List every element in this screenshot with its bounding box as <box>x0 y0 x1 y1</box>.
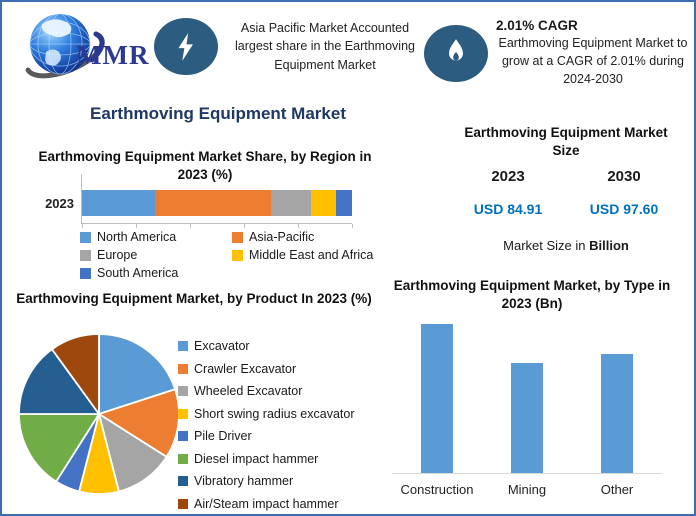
pie-slice <box>98 413 168 493</box>
page-title: Earthmoving Equipment Market <box>90 104 346 123</box>
caption-unit: Billion <box>589 238 629 253</box>
legend-swatch <box>178 453 188 464</box>
market-size-years: 2023 2030 <box>450 168 682 185</box>
header-fact-cagr: 2.01% CAGR Earthmoving Equipment Market … <box>424 18 690 88</box>
legend-label: Wheeled Excavator <box>194 384 303 399</box>
cagr-heading: 2.01% CAGR <box>496 18 578 33</box>
legend-label: Crawler Excavator <box>194 361 297 376</box>
flame-icon <box>424 24 488 82</box>
type-bar-labels: Construction Mining Other <box>392 482 662 497</box>
pie-slice <box>18 348 100 415</box>
year-2030: 2030 <box>607 168 641 185</box>
value-2030: USD 97.60 <box>589 201 659 217</box>
legend-item: Pile Driver <box>178 425 388 448</box>
region-chart-title: Earthmoving Equipment Market Share, by R… <box>38 149 372 182</box>
bar <box>511 363 543 473</box>
legend-item: Short swing radius excavator <box>178 403 388 426</box>
bar-category-label: Construction <box>400 482 474 497</box>
product-legend: Excavator Crawler Excavator Wheeled Excava… <box>178 335 388 515</box>
pie-slice <box>51 333 100 415</box>
region-axis-ticks <box>82 223 353 228</box>
market-size-values: USD 84.91 USD 97.60 <box>450 201 682 217</box>
legend-label: South America <box>97 266 179 280</box>
legend-item: Europe <box>80 248 232 262</box>
legend-item: South America <box>80 266 232 280</box>
legend-swatch <box>178 431 188 442</box>
legend-label: Diesel impact hammer <box>194 451 319 466</box>
legend-label: Middle East and Africa <box>249 248 374 262</box>
pie-slice <box>98 333 176 415</box>
legend-swatch <box>178 386 188 397</box>
product-chart-title: Earthmoving Equipment Market, by Product… <box>16 291 372 306</box>
market-size-caption: Market Size in Billion <box>450 238 682 253</box>
legend-swatch <box>80 267 91 279</box>
lightning-icon <box>154 18 218 75</box>
legend-item: Air/Steam impact hammer <box>178 493 388 515</box>
region-stacked-bar <box>82 190 352 216</box>
bar-slot <box>392 317 481 473</box>
legend-item: Excavator <box>178 335 388 358</box>
legend-swatch <box>178 363 188 374</box>
legend-swatch <box>80 231 91 243</box>
legend-label: North America <box>97 230 177 244</box>
legend-swatch <box>178 341 188 352</box>
bar-category-label: Other <box>600 482 634 497</box>
legend-item: Vibratory hammer <box>178 470 388 493</box>
legend-swatch <box>178 408 188 419</box>
mmr-logo: MMR <box>14 8 150 92</box>
legend-item: Crawler Excavator <box>178 358 388 381</box>
region-category-label: 2023 <box>45 196 74 211</box>
caption-prefix: Market Size in <box>503 238 586 253</box>
pie-slice <box>98 388 180 458</box>
stacked-bar-segment <box>154 190 271 216</box>
globe-icon <box>25 13 105 79</box>
legend-item: Wheeled Excavator <box>178 380 388 403</box>
stacked-bar-segment <box>311 190 336 216</box>
product-pie <box>18 333 180 495</box>
legend-swatch <box>232 231 243 243</box>
bar <box>601 353 633 473</box>
bar-slot <box>572 317 661 473</box>
legend-item: North America <box>80 230 232 244</box>
type-chart-title: Earthmoving Equipment Market, by Type in… <box>393 278 671 311</box>
market-size-title: Earthmoving Equipment Market Size <box>464 125 668 159</box>
value-2023: USD 84.91 <box>473 201 543 217</box>
pie-slice <box>18 413 100 483</box>
legend-label: Short swing radius excavator <box>194 406 355 421</box>
legend-label: Asia-Pacific <box>249 230 315 244</box>
header-fact-asia-pacific: Asia Pacific Market Accounted largest sh… <box>154 18 422 75</box>
legend-item: Middle East and Africa <box>232 248 386 262</box>
legend-label: Excavator <box>194 339 250 354</box>
type-bar-plot <box>392 317 662 474</box>
legend-item: Asia-Pacific <box>232 230 386 244</box>
bar-category-label: Mining <box>507 482 547 497</box>
legend-label: Vibratory hammer <box>194 474 294 489</box>
legend-label: Pile Driver <box>194 429 252 444</box>
stacked-bar-segment <box>82 190 155 216</box>
stacked-bar-segment <box>270 190 312 216</box>
bar <box>421 323 453 473</box>
legend-label: Air/Steam impact hammer <box>194 496 339 511</box>
legend-label: Europe <box>97 248 138 262</box>
legend-swatch <box>232 249 243 261</box>
year-2023: 2023 <box>491 168 525 185</box>
cagr-text: Earthmoving Equipment Market to grow at … <box>498 36 688 87</box>
fact-text: Asia Pacific Market Accounted largest sh… <box>235 21 415 72</box>
legend-swatch <box>80 249 91 261</box>
region-chart-plot <box>81 174 353 228</box>
stacked-bar-segment <box>335 190 352 216</box>
legend-swatch <box>178 498 188 509</box>
legend-item: Diesel impact hammer <box>178 448 388 471</box>
legend-swatch <box>178 476 188 487</box>
logo-wordmark: MMR <box>76 40 150 70</box>
region-legend: North America Asia-Pacific Europe Middle Ea… <box>80 230 386 280</box>
bar-slot <box>482 317 571 473</box>
